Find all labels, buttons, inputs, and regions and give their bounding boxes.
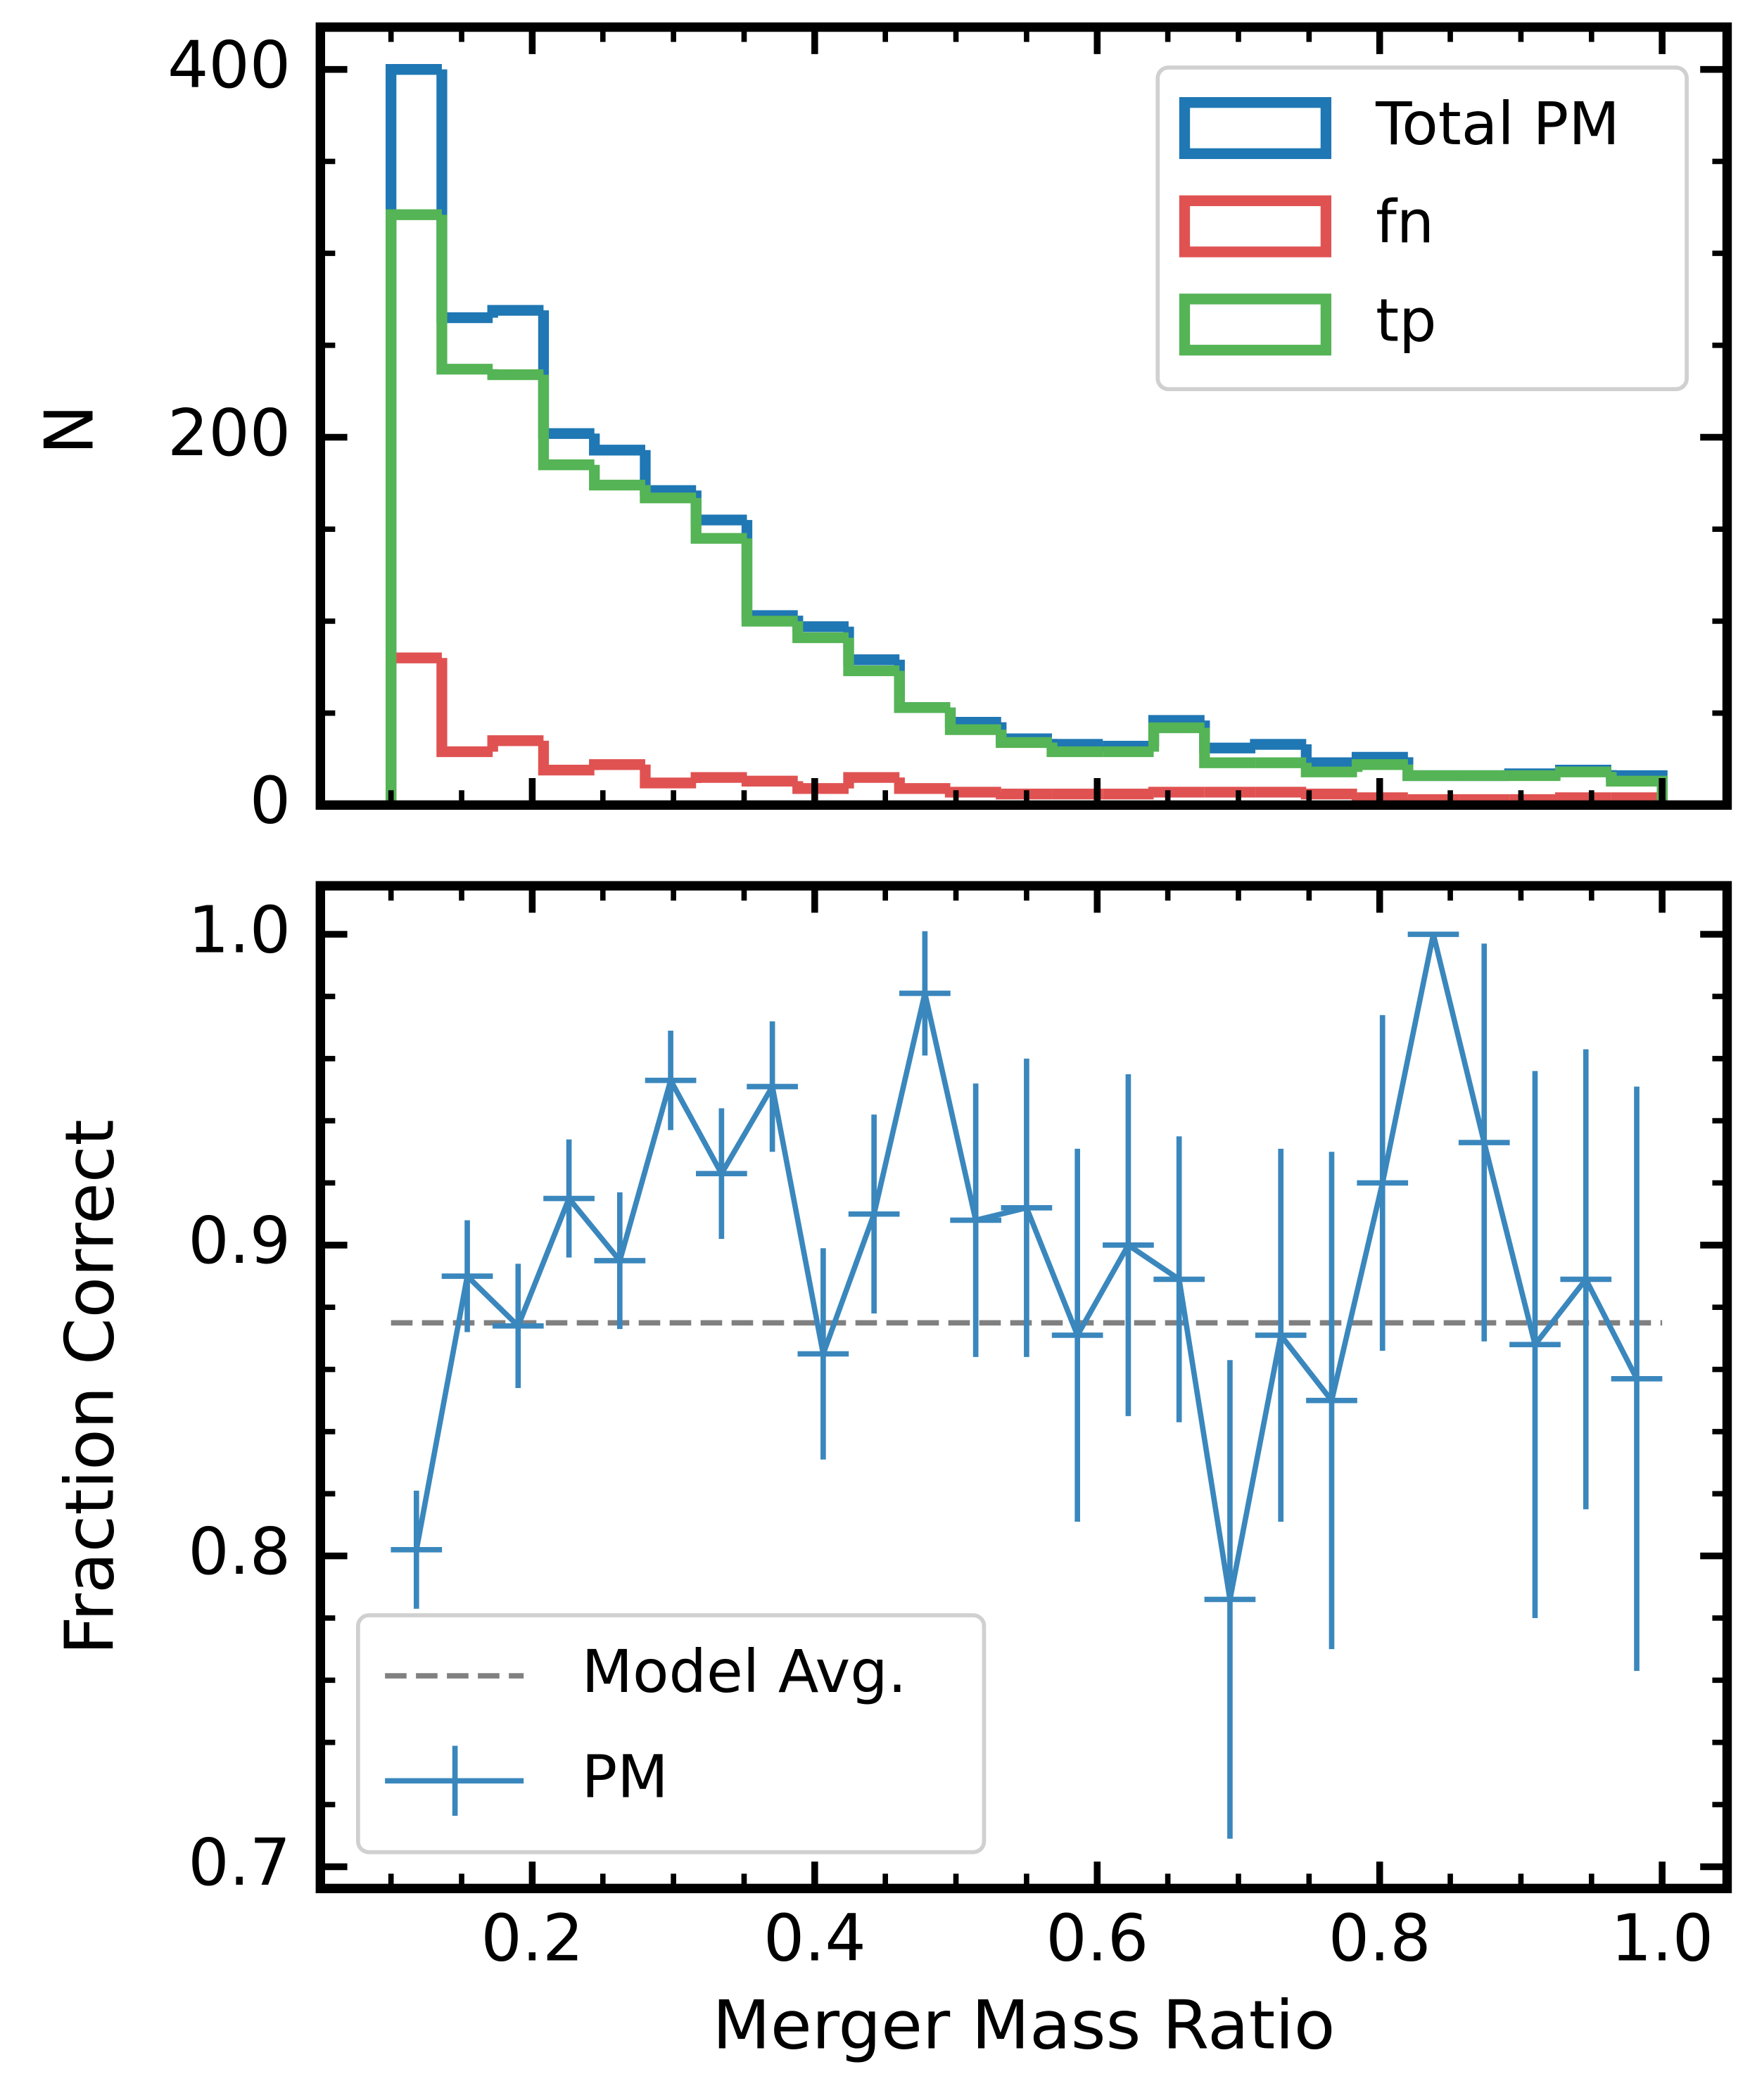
legend-swatch (1179, 293, 1332, 356)
hist-step (1554, 792, 1611, 803)
hist-step (996, 722, 1053, 744)
hist-step (894, 777, 951, 794)
x-tick-label: 0.6 (1046, 1900, 1148, 1975)
hist-step (944, 787, 1001, 798)
hist-step (436, 215, 493, 375)
hist-step (589, 464, 645, 491)
y-tick-label: 0.7 (188, 1825, 291, 1900)
hist-step (1199, 727, 1256, 768)
hist-step (589, 433, 645, 456)
hist-step (741, 538, 798, 627)
hist-step (843, 626, 900, 666)
y-axis-label: N (30, 405, 109, 455)
hist-step (1148, 722, 1205, 752)
y-tick-label: 1.0 (188, 892, 291, 967)
y-tick-label: 0.8 (188, 1514, 291, 1589)
hist-step (538, 310, 595, 439)
legend: Model Avg. PM (356, 1613, 987, 1854)
y-tick-label: 200 (167, 395, 291, 471)
hist-step (690, 772, 747, 783)
hist-step (1402, 764, 1459, 782)
hist-step (894, 659, 951, 713)
y-tick-label: 0 (250, 763, 291, 839)
hist-step (487, 735, 544, 752)
axes-frame (315, 881, 1732, 1894)
legend: Total PM fn tp (1155, 65, 1689, 392)
hist-step (1402, 794, 1459, 806)
axes: 0.7 0.8 0.9 1.0 0.2 0.4 0.6 0.8 1.0 Merger Mass R… (50, 881, 1732, 2065)
hist-step (792, 621, 849, 644)
hist-step (690, 497, 747, 544)
x-tick-label: 0.2 (481, 1900, 583, 1975)
hist-step (741, 775, 798, 787)
hist-step (1300, 788, 1357, 800)
hist-step (843, 637, 900, 677)
hist-step (1554, 766, 1611, 777)
hist-step (487, 305, 544, 318)
hist-step (1046, 739, 1103, 750)
x-tick-label: 1.0 (1611, 1900, 1713, 1975)
axes-frame (315, 22, 1732, 810)
hist-step (1046, 742, 1103, 758)
hist-step (944, 707, 1001, 735)
legend-label: Model Avg. (581, 1637, 906, 1706)
hist-step (436, 658, 493, 758)
hist-step (386, 652, 442, 806)
legend-label: fn (1376, 188, 1434, 257)
hist-step (1148, 787, 1205, 798)
hist-step (1097, 741, 1154, 752)
hist-step (386, 209, 442, 806)
hist-step (944, 707, 1001, 728)
x-tick-label: 0.4 (763, 1900, 866, 1975)
hist-step (894, 670, 951, 713)
hist-step (436, 69, 493, 324)
hist-step (589, 759, 645, 770)
hist-step (741, 520, 798, 621)
hist-step (538, 374, 595, 471)
hist-step (1351, 759, 1408, 772)
hist-step (1300, 744, 1357, 768)
hist-step (843, 772, 900, 789)
hist-step (640, 485, 697, 504)
x-axis-label: Merger Mass Ratio (712, 1986, 1335, 2065)
hist-step (1199, 720, 1256, 753)
hist-step (640, 764, 697, 789)
hist-step (792, 781, 849, 794)
y-axis-label: Fraction Correct (50, 1119, 129, 1655)
hist-step (996, 788, 1053, 800)
hist-step (1300, 763, 1357, 777)
axes: 0 200 400 N Total PM fn tp (30, 22, 1732, 839)
hist-step (996, 730, 1053, 749)
hist-step (487, 369, 544, 381)
x-tick-label: 0.8 (1329, 1900, 1431, 1975)
legend-box (1155, 65, 1689, 392)
legend-swatch (1179, 195, 1332, 257)
hist-step (640, 450, 697, 496)
hist-step (792, 616, 849, 632)
legend-label: tp (1376, 286, 1436, 355)
hist-step (690, 490, 747, 526)
legend-swatch (1179, 97, 1332, 160)
hist-step (1250, 739, 1307, 750)
legend-label: PM (581, 1742, 668, 1811)
y-tick-label: 400 (167, 27, 291, 103)
y-tick-label: 0.9 (188, 1203, 291, 1278)
hist-step (538, 740, 595, 776)
hist-step (386, 64, 442, 806)
hist-step (1351, 792, 1408, 803)
legend-label: Total PM (1375, 89, 1620, 158)
